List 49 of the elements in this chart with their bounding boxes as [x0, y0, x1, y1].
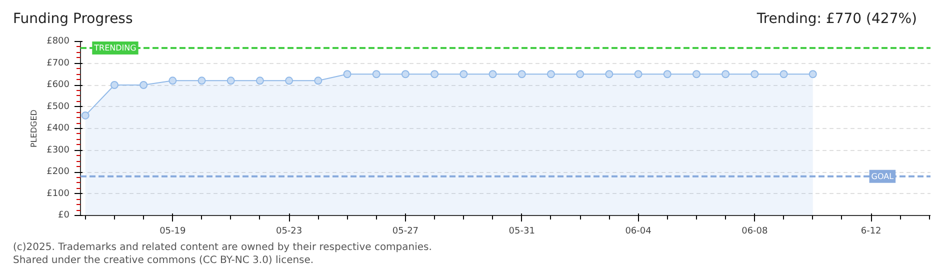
- point: [285, 76, 294, 85]
- y-tick-label: £200: [46, 167, 70, 177]
- y-tick-label: £800: [46, 36, 70, 46]
- point: [140, 81, 148, 89]
- x-tick-label: 06-08: [742, 226, 768, 236]
- point: [634, 70, 642, 78]
- point: [226, 76, 235, 85]
- point: [343, 70, 352, 78]
- point: [460, 70, 468, 78]
- x-tick-label: 6-12: [860, 226, 882, 236]
- point: [576, 70, 584, 78]
- x-tick-label: 05-27: [392, 226, 419, 236]
- point: [168, 76, 177, 85]
- point: [488, 70, 497, 78]
- y-tick-label: £0: [58, 210, 70, 220]
- ref-line-label: GOAL: [871, 172, 894, 181]
- point: [430, 70, 439, 78]
- x-tick-label: 05-19: [160, 226, 186, 236]
- y-tick-label: £300: [46, 145, 70, 156]
- chart-title: Funding Progress: [13, 10, 133, 29]
- point: [692, 70, 700, 78]
- point: [663, 70, 672, 78]
- point: [401, 70, 410, 78]
- x-tick-label: 06-04: [625, 226, 652, 236]
- point: [518, 70, 526, 78]
- y-tick-label: £400: [46, 124, 70, 134]
- y-axis-title: PLEDGED: [30, 110, 39, 148]
- point: [198, 76, 206, 85]
- text: (c)2025. Trademarks and related content are owned by their respective companies.: [13, 242, 432, 253]
- point: [808, 70, 817, 78]
- y-tick-label: £100: [46, 188, 70, 199]
- point: [722, 70, 730, 78]
- point: [256, 76, 264, 85]
- point: [750, 70, 759, 78]
- point: [81, 111, 90, 120]
- point: [780, 70, 788, 78]
- point: [605, 70, 614, 78]
- ref-line-label: TRENDING: [93, 44, 136, 53]
- point: [110, 81, 118, 89]
- text: Shared under the creative commons (CC BY-NC 3.0) license.: [13, 255, 314, 266]
- y-tick-label: £700: [46, 58, 70, 68]
- chart-subtitle: Trending: £770 (427%): [756, 10, 917, 29]
- x-tick-label: 05-23: [276, 226, 302, 236]
- point: [546, 70, 555, 78]
- y-tick-label: £600: [46, 80, 70, 90]
- x-tick-label: 05-31: [508, 226, 535, 236]
- point: [314, 76, 322, 85]
- y-tick-label: £500: [46, 102, 70, 112]
- point: [372, 70, 380, 78]
